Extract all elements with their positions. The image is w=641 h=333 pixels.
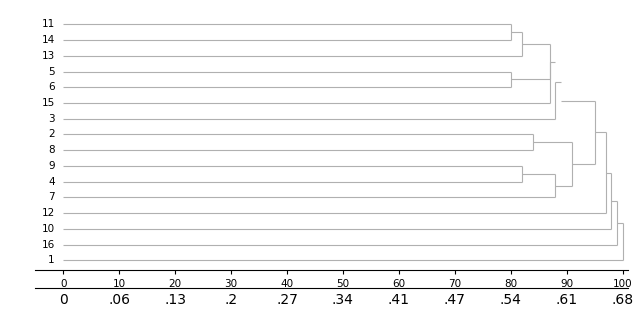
Text: 5: 5: [48, 67, 55, 77]
Text: 15: 15: [42, 98, 55, 108]
Text: 14: 14: [42, 35, 55, 45]
Text: 7: 7: [48, 192, 55, 202]
Text: 3: 3: [48, 114, 55, 124]
Text: 6: 6: [48, 82, 55, 92]
Text: 2: 2: [48, 130, 55, 140]
Text: 8: 8: [48, 145, 55, 155]
Text: 10: 10: [42, 224, 55, 234]
Text: 1: 1: [48, 255, 55, 265]
Text: 13: 13: [42, 51, 55, 61]
Text: 16: 16: [42, 239, 55, 249]
Text: 4: 4: [48, 176, 55, 186]
Text: 11: 11: [42, 19, 55, 29]
Text: 9: 9: [48, 161, 55, 171]
Text: 12: 12: [42, 208, 55, 218]
